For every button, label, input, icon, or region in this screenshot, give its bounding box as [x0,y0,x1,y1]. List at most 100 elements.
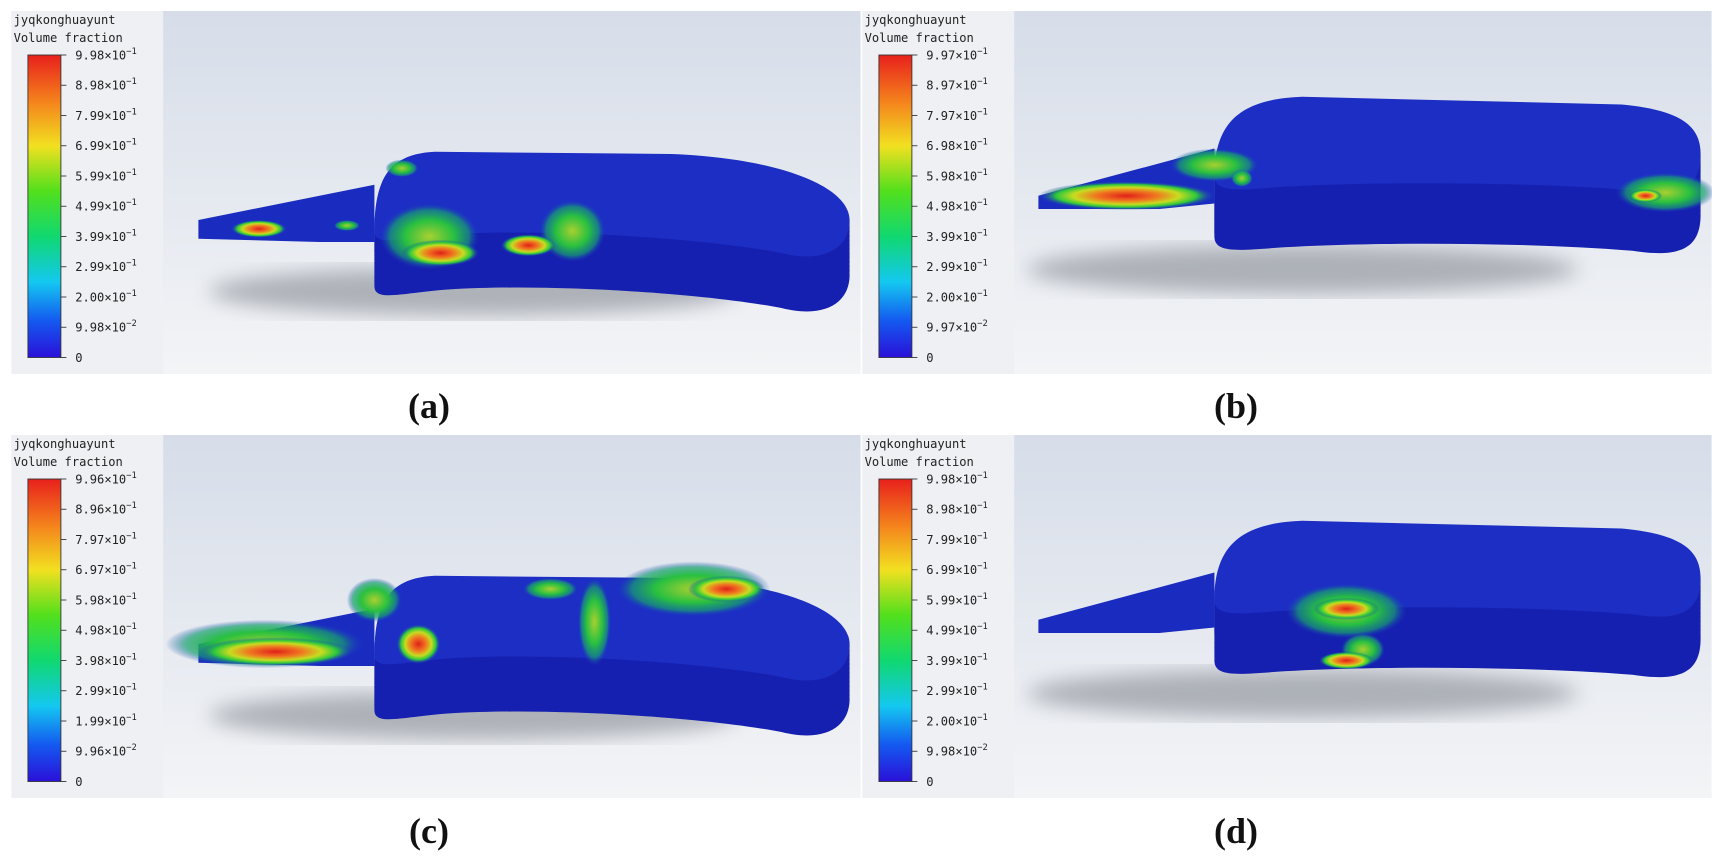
tick-mantissa: 6.99 [926,563,955,577]
tick-exponent: −1 [977,47,988,57]
tick-exponent: −1 [977,531,988,541]
tick-exponent: −1 [977,592,988,602]
tick-exponent: −1 [126,501,137,511]
body-top [1214,520,1701,617]
tick-label: 4.99×10−1 [926,622,988,638]
colorbar [27,478,62,782]
tick-exponent: −1 [126,259,137,269]
tick-mantissa: 6.97 [75,563,104,577]
tick-base: ×10 [955,321,977,335]
caption: (a) [408,386,450,426]
tick-label: 2.99×10−1 [75,259,137,275]
tick-base: ×10 [955,714,977,728]
tick-mantissa: 2.00 [926,290,955,304]
tick-exponent: −2 [977,743,988,753]
tick-label: 6.97×10−1 [75,562,137,578]
tick-base: ×10 [104,684,126,698]
tick-mantissa: 2.00 [926,714,955,728]
tick-exponent: −1 [126,138,137,148]
legend-title: jyqkonghuayunt [14,13,116,27]
tick-mantissa: 9.98 [926,472,955,486]
tick-label: 8.98×10−1 [926,501,988,517]
colorbar [878,478,913,782]
tick-mantissa: 3.99 [926,230,955,244]
tick-base: ×10 [104,654,126,668]
tick-mantissa: 9.98 [75,321,104,335]
tick-mantissa: 2.99 [75,684,104,698]
tick-exponent: −1 [126,622,137,632]
contour [346,578,402,622]
tick-mantissa: 4.99 [926,624,955,638]
tick-base: ×10 [104,48,126,62]
tick-label: 0 [75,351,82,365]
tick-base: ×10 [104,79,126,93]
tick-label: 8.96×10−1 [75,501,137,517]
tick-base: ×10 [104,260,126,274]
tick-label: 7.97×10−1 [75,531,137,547]
tick-exponent: −1 [126,289,137,299]
tick-exponent: −1 [126,198,137,208]
tick-exponent: −1 [977,77,988,87]
tick-exponent: −1 [126,168,137,178]
tick-base: ×10 [104,533,126,547]
tick-label: 4.99×10−1 [75,198,137,213]
tick-label: 5.99×10−1 [926,592,988,608]
tick-base: ×10 [955,48,977,62]
tick-mantissa: 9.97 [926,321,955,335]
tick-mantissa: 9.97 [926,48,955,62]
nozzle [1038,572,1215,633]
legend-title: jyqkonghuayunt [14,437,116,451]
contour [539,200,606,262]
tick-exponent: −2 [977,319,988,329]
tick-mantissa: 0 [75,775,82,789]
tick-mantissa: 0 [75,351,82,365]
tick-base: ×10 [955,200,977,214]
tick-base: ×10 [104,714,126,728]
tick-mantissa: 4.98 [926,200,955,214]
tick-base: ×10 [104,200,126,214]
tick-label: 9.98×10−2 [75,319,137,334]
tick-mantissa: 2.00 [75,290,104,304]
contour [396,624,441,664]
tick-exponent: −1 [126,77,137,87]
tick-base: ×10 [104,321,126,335]
tick-label: 3.98×10−1 [75,652,137,668]
tick-label: 5.98×10−1 [75,592,137,608]
tick-mantissa: 4.98 [75,624,104,638]
shadow [1027,245,1578,294]
legend-subtitle: Volume fraction [14,31,123,45]
contour [401,239,479,267]
tick-exponent: −1 [977,259,988,269]
tick-label: 5.99×10−1 [75,168,137,183]
tick-exponent: −1 [126,652,137,662]
tick-exponent: −1 [126,562,137,572]
tick-label: 7.99×10−1 [75,107,137,123]
tick-base: ×10 [104,745,126,759]
tick-base: ×10 [955,79,977,93]
tick-exponent: −1 [126,228,137,238]
tick-mantissa: 5.99 [926,593,955,607]
tick-base: ×10 [955,290,977,304]
colorbar [27,54,62,358]
legend-subtitle: Volume fraction [865,31,974,45]
contour [1230,169,1253,187]
tick-base: ×10 [104,139,126,153]
tick-base: ×10 [955,533,977,547]
contour [500,234,556,257]
tick-base: ×10 [104,169,126,183]
tick-label: 6.99×10−1 [926,562,988,578]
tick-mantissa: 7.97 [75,533,104,547]
contour [231,220,287,238]
tick-base: ×10 [955,563,977,577]
tick-exponent: −1 [977,652,988,662]
tick-label: 7.97×10−1 [926,107,988,123]
tick-label: 4.98×10−1 [75,622,137,638]
tick-exponent: −1 [977,562,988,572]
tick-mantissa: 7.99 [926,533,955,547]
tick-exponent: −1 [977,107,988,117]
tick-base: ×10 [104,503,126,517]
tick-label: 6.98×10−1 [926,138,988,154]
tick-mantissa: 7.97 [926,109,955,123]
